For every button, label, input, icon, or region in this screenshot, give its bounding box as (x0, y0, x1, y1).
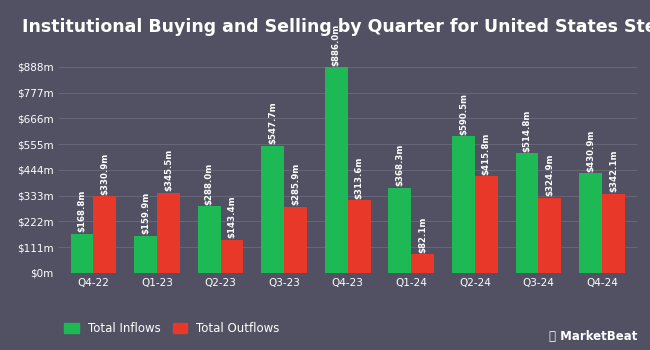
Bar (198, 206, 220, 273)
Text: $590.5m: $590.5m (459, 92, 468, 134)
Text: $430.9m: $430.9m (586, 129, 595, 172)
Bar (475, 176, 498, 273)
Bar (71, 234, 94, 273)
Text: $886.0m: $886.0m (332, 24, 341, 66)
Text: $324.9m: $324.9m (545, 154, 554, 196)
Bar (389, 188, 411, 273)
Bar (515, 154, 538, 273)
Bar (157, 193, 180, 273)
Text: $313.6m: $313.6m (355, 156, 364, 199)
Bar (325, 67, 348, 273)
Bar (94, 196, 116, 273)
Text: $415.8m: $415.8m (482, 133, 491, 175)
Bar (538, 198, 562, 273)
Bar (348, 200, 370, 273)
Text: $168.8m: $168.8m (77, 190, 86, 232)
Bar (134, 236, 157, 273)
Text: $514.8m: $514.8m (523, 110, 532, 152)
Text: $82.1m: $82.1m (418, 216, 427, 253)
Bar (452, 136, 475, 273)
Text: $345.5m: $345.5m (164, 149, 173, 191)
Text: $143.4m: $143.4m (227, 196, 237, 238)
Text: ⻌ MarketBeat: ⻌ MarketBeat (549, 330, 637, 343)
Bar (284, 206, 307, 273)
Text: $368.3m: $368.3m (395, 144, 404, 186)
Text: $547.7m: $547.7m (268, 102, 278, 145)
Text: $159.9m: $159.9m (141, 192, 150, 234)
Bar (579, 173, 602, 273)
Title: Institutional Buying and Selling by Quarter for United States Steel: Institutional Buying and Selling by Quar… (21, 18, 650, 36)
Text: $330.9m: $330.9m (100, 153, 109, 195)
Bar (602, 194, 625, 273)
Text: $342.1m: $342.1m (609, 150, 618, 192)
Text: $288.0m: $288.0m (205, 162, 214, 205)
Bar (261, 146, 284, 273)
Bar (220, 240, 244, 273)
Legend: Total Inflows, Total Outflows: Total Inflows, Total Outflows (64, 322, 280, 335)
Bar (411, 254, 434, 273)
Text: $285.9m: $285.9m (291, 163, 300, 205)
